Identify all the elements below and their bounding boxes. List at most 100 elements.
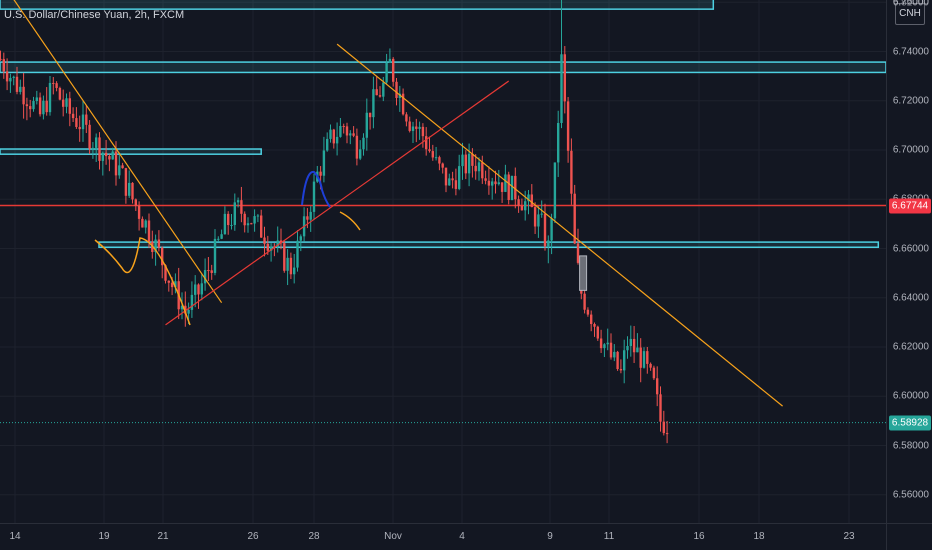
candle-body — [200, 283, 203, 295]
candle-body — [388, 58, 392, 63]
descending-trendline-1 — [13, 0, 223, 304]
candle-body — [583, 293, 586, 310]
time-label: 9 — [547, 531, 553, 542]
candle-body — [174, 281, 177, 288]
price-label: 6.70000 — [892, 144, 929, 156]
chart-area[interactable]: U.S. Dollar/Chinese Yuan, 2h, FXCM — [0, 0, 887, 523]
candle-body — [19, 86, 22, 92]
rectangle-marker — [579, 255, 588, 291]
time-label: 16 — [693, 531, 705, 542]
candle-body — [573, 193, 576, 244]
candle-body — [2, 59, 5, 72]
candle-body — [329, 129, 332, 139]
candle-body — [147, 220, 151, 242]
candle-body — [606, 342, 609, 345]
candle-body — [184, 305, 187, 314]
grid — [0, 0, 886, 523]
candle-body — [540, 213, 543, 215]
candle-body — [289, 257, 293, 275]
candle-body — [629, 338, 632, 347]
candle-body — [464, 154, 467, 174]
candle-body — [632, 338, 636, 353]
price-chart[interactable] — [0, 0, 887, 523]
candle-body — [332, 129, 335, 144]
candle-body — [141, 218, 144, 228]
candle-body — [411, 126, 415, 131]
candle-body — [507, 174, 510, 200]
candle-body — [253, 216, 256, 224]
candle-body — [385, 62, 388, 83]
projection-curve — [94, 237, 191, 326]
candle-body — [15, 76, 19, 92]
time-label: 19 — [98, 531, 110, 542]
candle-body — [398, 93, 401, 98]
candle-body — [481, 162, 484, 179]
candle-body — [223, 213, 227, 235]
candle-body — [98, 137, 101, 161]
candle-body — [434, 157, 438, 159]
candle-body — [494, 181, 497, 185]
candle-body — [269, 246, 273, 251]
candle-body — [217, 238, 220, 240]
candle-body — [293, 267, 296, 275]
candle-body — [570, 150, 573, 194]
candle-body — [461, 154, 464, 167]
support-zone — [98, 241, 880, 249]
candle-body — [104, 152, 108, 157]
candle-body — [514, 175, 517, 200]
candle-body — [32, 101, 35, 110]
candle-body — [425, 136, 428, 150]
candle-body — [137, 205, 141, 219]
candle-body — [58, 87, 62, 100]
candle-body — [246, 223, 250, 226]
candle-body — [421, 126, 425, 137]
candle-body — [444, 167, 448, 186]
price-label: 6.72000 — [892, 95, 929, 107]
candle-body — [543, 213, 547, 247]
candle-body — [210, 270, 213, 273]
candle-body — [365, 112, 368, 138]
price-label: 6.76000 — [892, 0, 929, 8]
candle-body — [22, 86, 25, 105]
candle-body — [45, 100, 48, 113]
candle-body — [180, 305, 184, 310]
candle-body — [220, 234, 223, 239]
candle-body — [454, 180, 458, 189]
time-label: 18 — [753, 531, 765, 542]
candle-body — [266, 243, 269, 251]
candle-body — [527, 194, 530, 202]
candle-body — [78, 126, 81, 130]
price-scale[interactable]: CNH 6.820006.800006.780006.760006.740006… — [886, 0, 932, 523]
currency-badge[interactable]: CNH — [895, 3, 925, 25]
ascending-trendline — [165, 80, 510, 326]
candle-body — [91, 147, 95, 149]
candle-body — [471, 153, 474, 166]
symbol-title[interactable]: U.S. Dollar/Chinese Yuan, 2h, FXCM — [4, 9, 185, 21]
candle-body — [484, 178, 487, 181]
candle-body — [114, 151, 118, 176]
candle-body — [372, 89, 375, 118]
candle-body — [339, 125, 342, 137]
candle-body — [283, 243, 286, 271]
candle-body — [131, 182, 134, 200]
time-scale[interactable]: 14 19 21 26 28 Nov 4 9 11 16 18 23 — [0, 523, 886, 550]
candle-body — [596, 326, 599, 339]
candle-body — [9, 77, 12, 82]
candle-body — [639, 347, 642, 368]
candle-body — [623, 350, 626, 371]
time-label: 21 — [157, 531, 169, 542]
candle-body — [52, 82, 55, 84]
time-label: 23 — [843, 531, 855, 542]
time-label: 26 — [247, 531, 259, 542]
candle-body — [342, 125, 345, 127]
candle-body — [207, 270, 210, 272]
candle-body — [586, 309, 590, 315]
candle-body — [451, 178, 454, 181]
time-label: 14 — [9, 531, 21, 542]
candle-body — [524, 201, 527, 211]
candle-body — [530, 194, 533, 208]
candle-body — [312, 181, 316, 212]
candle-body — [652, 367, 656, 379]
candle-body — [157, 239, 161, 248]
price-label: 6.64000 — [892, 292, 929, 304]
